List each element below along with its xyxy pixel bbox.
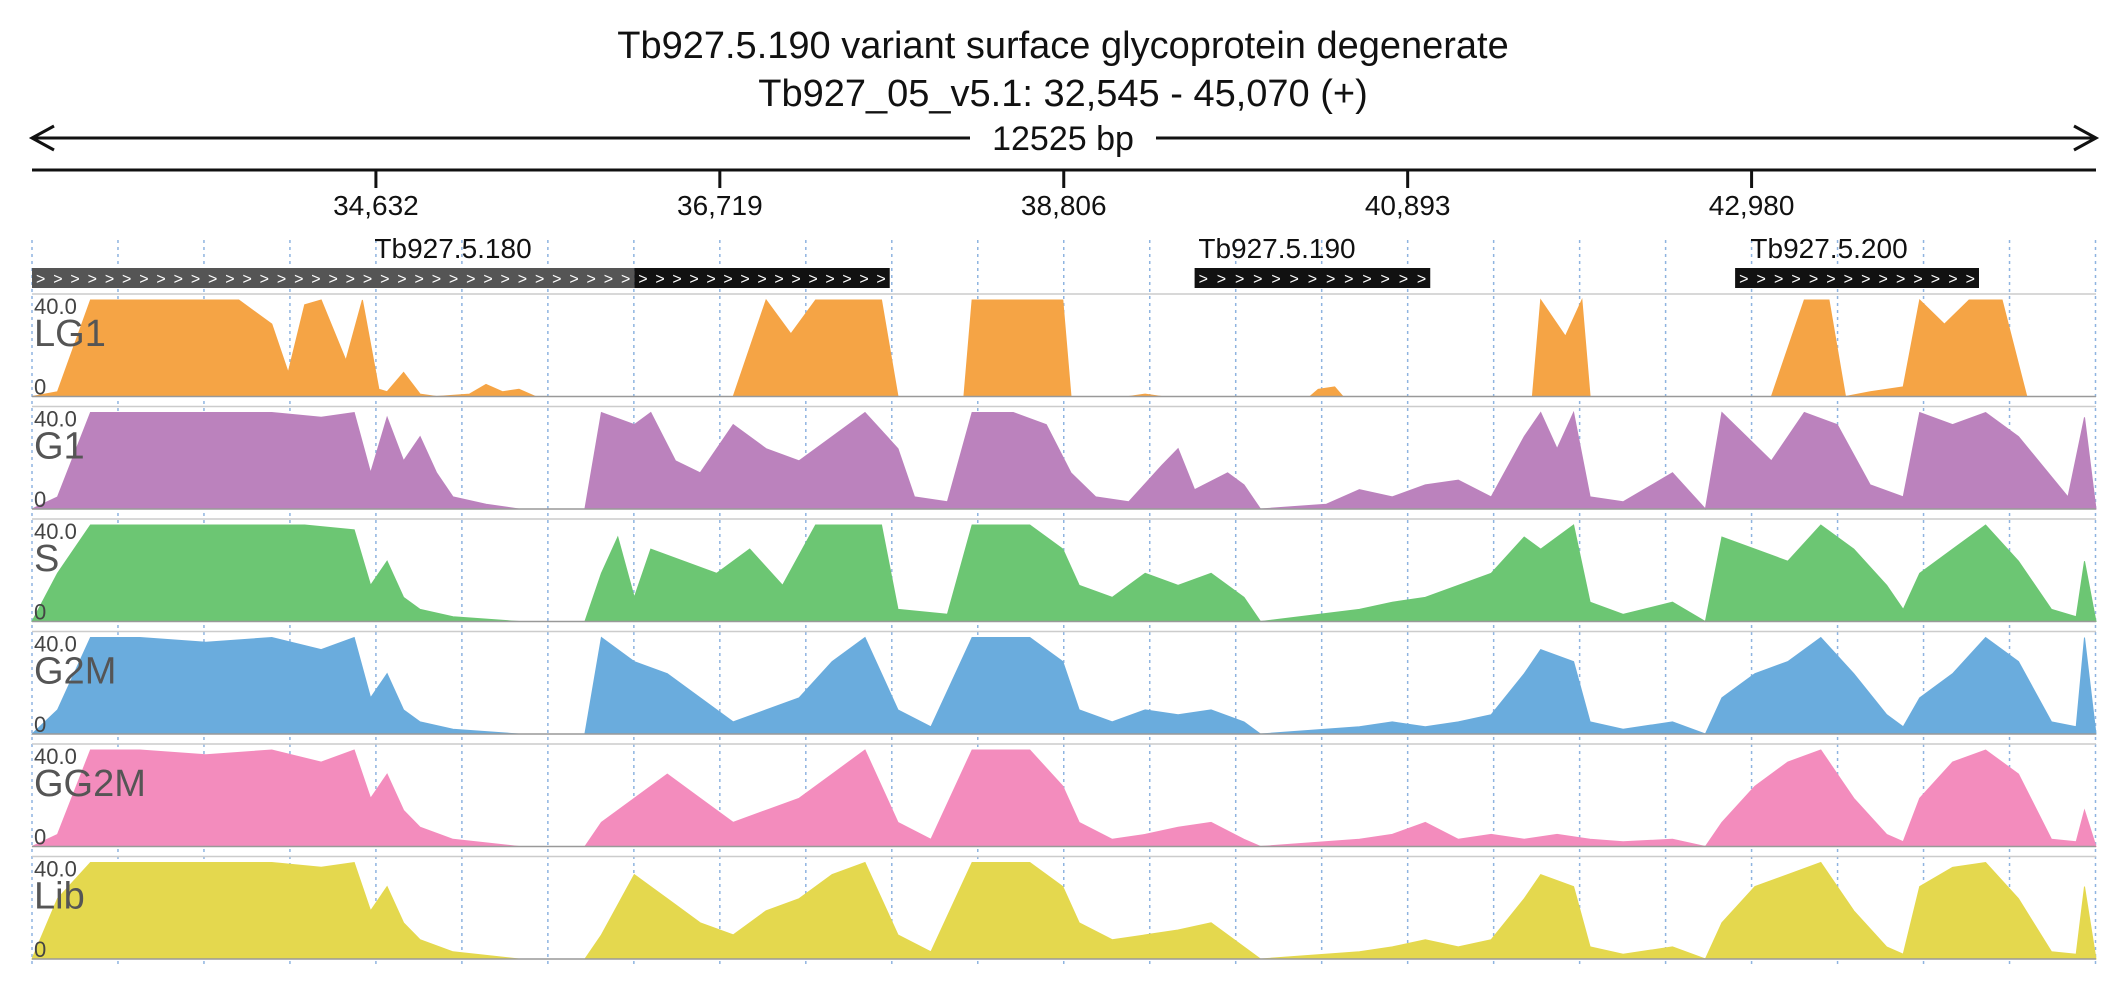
gene-bar bbox=[32, 268, 635, 288]
y-max-label: 40.0 bbox=[34, 744, 77, 769]
coverage-area bbox=[31, 749, 2097, 848]
arrowhead-right-icon bbox=[2073, 124, 2100, 152]
y-min-label: 0 bbox=[34, 712, 46, 737]
track-g1: 40.0 0 G1 bbox=[31, 405, 2097, 512]
chart-subtitle: Tb927_05_v5.1: 32,545 - 45,070 (+) bbox=[758, 73, 1368, 115]
track-g2m: 40.0 0 G2M bbox=[30, 630, 2097, 737]
y-max-label: 40.0 bbox=[34, 632, 77, 657]
x-tick-label: 34,632 bbox=[333, 190, 419, 221]
gene-strand-arrows: >>>>>>>>>>>>>>> bbox=[638, 271, 885, 288]
coverage-area bbox=[31, 410, 2097, 511]
y-max-label: 40.0 bbox=[34, 294, 77, 319]
gene-strand-arrows: >>>>>>>>>>>>>>>>>>>>>>>>>>>>>>>>>>> bbox=[36, 271, 630, 288]
y-max-label: 40.0 bbox=[34, 519, 77, 544]
gene-track: >>>>>>>>>>>>>>>>>>>>>>>>>>>>>>>>>>> >>>>>… bbox=[32, 233, 1979, 288]
track-lg1: 40.0 0 LG1 bbox=[31, 293, 2096, 400]
gene-label: Tb927.5.200 bbox=[1750, 233, 1907, 264]
gene-bar bbox=[1735, 268, 1979, 288]
y-min-label: 0 bbox=[34, 825, 46, 850]
track-name: GG2M bbox=[34, 763, 146, 805]
x-tick-label: 36,719 bbox=[677, 190, 763, 221]
y-max-label: 40.0 bbox=[34, 407, 77, 432]
y-min-label: 0 bbox=[34, 937, 46, 962]
x-tick-label: 40,893 bbox=[1365, 190, 1451, 221]
track-name: Lib bbox=[34, 876, 85, 918]
x-axis-ticks: 34,632 36,719 38,806 40,893 42,980 bbox=[333, 170, 1794, 221]
y-min-label: 0 bbox=[34, 600, 46, 625]
track-name: LG1 bbox=[34, 313, 106, 355]
track-s: 40.0 0 S bbox=[31, 518, 2097, 625]
track-lib: 40.0 0 Lib bbox=[31, 855, 2097, 962]
y-max-label: 40.0 bbox=[34, 857, 77, 882]
gene-bar bbox=[1194, 268, 1431, 288]
gene-strand-arrows: >>>>>>>>>>>>> bbox=[1199, 271, 1427, 288]
track-name: G1 bbox=[34, 426, 85, 468]
track-name: S bbox=[34, 538, 59, 580]
coverage-tracks: 40.00LG140.00G140.00S40.00G2M40.00GG2M40… bbox=[30, 293, 2097, 962]
x-tick-label: 38,806 bbox=[1021, 190, 1107, 221]
y-min-label: 0 bbox=[34, 487, 46, 512]
coverage-area bbox=[31, 861, 2097, 960]
coverage-area bbox=[30, 636, 2097, 735]
x-tick-label: 42,980 bbox=[1709, 190, 1795, 221]
span-ruler: 12525 bp bbox=[28, 120, 2100, 158]
gene-bar bbox=[634, 268, 890, 288]
track-name: G2M bbox=[34, 651, 116, 693]
gene-label: Tb927.5.180 bbox=[374, 233, 531, 264]
arrowhead-left-icon bbox=[28, 124, 55, 152]
track-gg2m: 40.0 0 GG2M bbox=[31, 743, 2097, 850]
gene-label: Tb927.5.190 bbox=[1198, 233, 1355, 264]
chart-title: Tb927.5.190 variant surface glycoprotein… bbox=[617, 25, 1508, 67]
coverage-area bbox=[31, 298, 2096, 398]
y-min-label: 0 bbox=[34, 375, 46, 400]
span-label: 12525 bp bbox=[992, 120, 1134, 158]
coverage-area bbox=[31, 524, 2097, 623]
